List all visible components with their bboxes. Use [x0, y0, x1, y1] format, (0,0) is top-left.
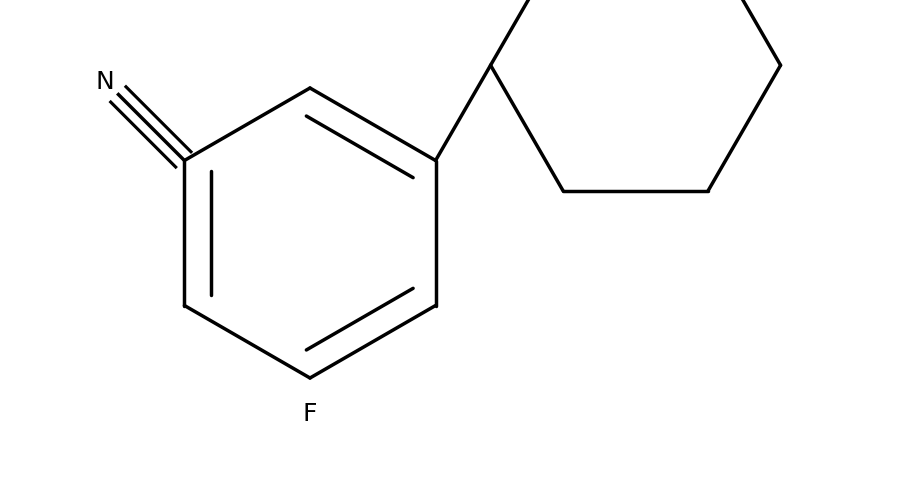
Text: N: N [95, 69, 114, 93]
Text: F: F [302, 401, 318, 425]
